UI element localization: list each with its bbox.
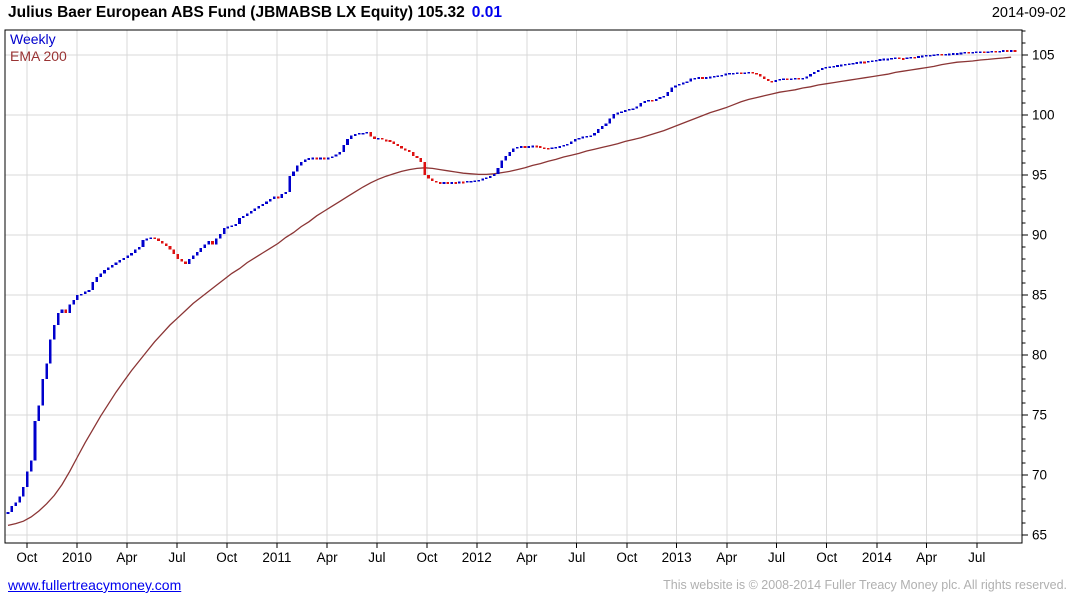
svg-text:105: 105: [1032, 48, 1055, 63]
chart-legend: Weekly EMA 200: [10, 31, 67, 65]
svg-text:Oct: Oct: [416, 550, 437, 565]
svg-text:Jul: Jul: [768, 550, 785, 565]
svg-text:Oct: Oct: [16, 550, 37, 565]
legend-item-weekly: Weekly: [10, 31, 56, 47]
svg-text:80: 80: [1032, 348, 1047, 363]
svg-text:Apr: Apr: [516, 550, 538, 565]
svg-text:Apr: Apr: [916, 550, 938, 565]
svg-text:75: 75: [1032, 408, 1047, 423]
svg-text:Jul: Jul: [568, 550, 585, 565]
footer-website-link[interactable]: www.fullertreacymoney.com: [8, 577, 182, 593]
svg-text:Oct: Oct: [616, 550, 637, 565]
svg-text:2013: 2013: [662, 550, 692, 565]
price-chart: 65 70 75 80 85 90 95 100 105 Oct 2010 Apr Jul Oct 2011…: [4, 29, 1055, 565]
svg-text:70: 70: [1032, 468, 1047, 483]
svg-text:2012: 2012: [462, 550, 492, 565]
title-row: Julius Baer European ABS Fund (JBMABSB L…: [8, 4, 1068, 26]
footer: www.fullertreacymoney.com This website i…: [0, 575, 1075, 597]
svg-text:2010: 2010: [62, 550, 92, 565]
svg-text:85: 85: [1032, 288, 1047, 303]
svg-text:2014: 2014: [862, 550, 893, 565]
svg-text:Jul: Jul: [368, 550, 385, 565]
chart-date: 2014-09-02: [991, 5, 1066, 21]
svg-text:Apr: Apr: [716, 550, 738, 565]
svg-text:95: 95: [1032, 168, 1047, 183]
legend-item-ema-200: EMA 200: [10, 48, 67, 64]
svg-text:Apr: Apr: [317, 550, 339, 565]
svg-text:Oct: Oct: [816, 550, 837, 565]
svg-text:100: 100: [1032, 108, 1055, 123]
svg-text:Apr: Apr: [116, 550, 138, 565]
svg-text:65: 65: [1032, 528, 1047, 543]
svg-text:Jul: Jul: [168, 550, 185, 565]
footer-copyright: This website is © 2008-2014 Fuller Treac…: [663, 578, 1067, 592]
price-change: 0.01: [471, 4, 502, 21]
svg-text:2011: 2011: [262, 550, 291, 565]
page-title: Julius Baer European ABS Fund (JBMABSB L…: [8, 4, 465, 21]
svg-text:90: 90: [1032, 228, 1047, 243]
svg-text:Jul: Jul: [968, 550, 985, 565]
svg-text:Oct: Oct: [216, 550, 237, 565]
